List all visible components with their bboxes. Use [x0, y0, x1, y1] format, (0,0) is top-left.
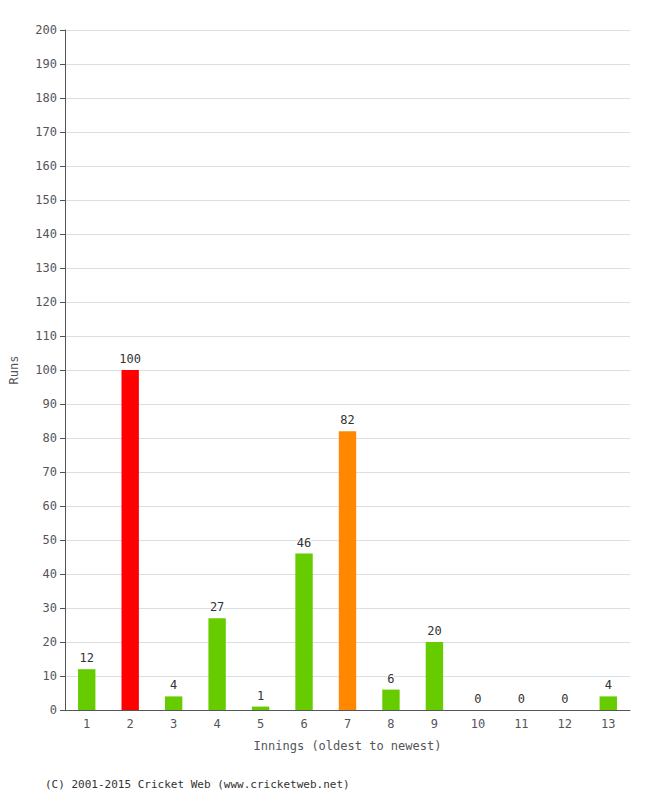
svg-text:9: 9 [431, 717, 438, 731]
svg-text:1: 1 [257, 689, 264, 703]
svg-text:12: 12 [558, 717, 572, 731]
svg-text:46: 46 [297, 536, 311, 550]
svg-text:7: 7 [344, 717, 351, 731]
svg-text:20: 20 [427, 624, 441, 638]
svg-text:180: 180 [35, 91, 57, 105]
svg-text:90: 90 [43, 397, 57, 411]
svg-text:1: 1 [83, 717, 90, 731]
svg-text:80: 80 [43, 431, 57, 445]
svg-text:82: 82 [340, 413, 354, 427]
svg-text:160: 160 [35, 159, 57, 173]
svg-text:150: 150 [35, 193, 57, 207]
svg-text:6: 6 [300, 717, 307, 731]
svg-text:8: 8 [387, 717, 394, 731]
svg-text:190: 190 [35, 57, 57, 71]
svg-text:4: 4 [605, 678, 612, 692]
svg-text:110: 110 [35, 329, 57, 343]
svg-text:27: 27 [210, 600, 224, 614]
svg-text:20: 20 [43, 635, 57, 649]
svg-text:60: 60 [43, 499, 57, 513]
svg-text:170: 170 [35, 125, 57, 139]
svg-text:11: 11 [514, 717, 528, 731]
svg-text:10: 10 [43, 669, 57, 683]
svg-text:30: 30 [43, 601, 57, 615]
svg-text:2: 2 [127, 717, 134, 731]
svg-text:4: 4 [170, 678, 177, 692]
svg-text:12: 12 [80, 651, 94, 665]
svg-text:3: 3 [170, 717, 177, 731]
svg-text:0: 0 [561, 692, 568, 706]
svg-text:140: 140 [35, 227, 57, 241]
svg-text:130: 130 [35, 261, 57, 275]
svg-text:0: 0 [474, 692, 481, 706]
svg-text:4: 4 [213, 717, 220, 731]
svg-text:Runs: Runs [7, 356, 21, 385]
svg-text:0: 0 [50, 703, 57, 717]
svg-text:100: 100 [35, 363, 57, 377]
svg-text:6: 6 [387, 672, 394, 686]
svg-text:Innings (oldest to newest): Innings (oldest to newest) [254, 739, 442, 753]
svg-text:40: 40 [43, 567, 57, 581]
svg-text:13: 13 [601, 717, 615, 731]
svg-text:10: 10 [471, 717, 485, 731]
svg-text:(C) 2001-2015 Cricket Web (www: (C) 2001-2015 Cricket Web (www.cricketwe… [45, 778, 350, 791]
svg-text:200: 200 [35, 23, 57, 37]
svg-text:50: 50 [43, 533, 57, 547]
svg-text:100: 100 [119, 352, 141, 366]
svg-text:0: 0 [518, 692, 525, 706]
svg-text:70: 70 [43, 465, 57, 479]
svg-text:5: 5 [257, 717, 264, 731]
svg-text:120: 120 [35, 295, 57, 309]
